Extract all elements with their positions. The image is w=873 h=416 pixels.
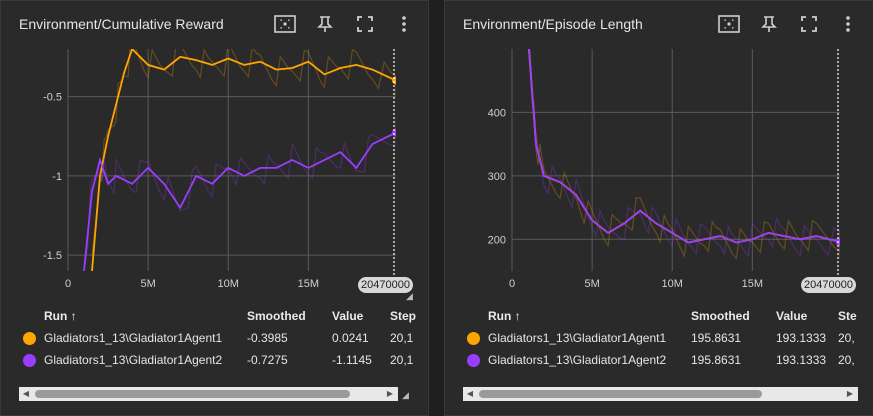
smoothed-value: -0.3985 — [247, 331, 288, 345]
scroll-left-icon[interactable]: ◀ — [466, 389, 474, 398]
more-options-button[interactable] — [835, 11, 861, 37]
header-smoothed[interactable]: Smoothed — [247, 309, 306, 323]
step-badge: 20470000 — [801, 277, 856, 293]
y-tick-label: -0.5 — [43, 92, 62, 104]
run-name: Gladiators1_13\Gladiator1Agent1 — [44, 331, 223, 345]
y-tick-label: 400 — [488, 107, 506, 119]
step-value: 20,1 — [390, 331, 414, 345]
scrollbar-thumb[interactable] — [479, 390, 762, 398]
smoothed-value: 195.8631 — [691, 353, 742, 367]
fullscreen-icon — [801, 16, 817, 32]
series-endpoint — [836, 237, 840, 246]
smoothed-value: -0.7275 — [247, 353, 288, 367]
raw-value: 0.0241 — [332, 331, 369, 345]
step-value: 20, — [838, 331, 855, 345]
run-name: Gladiators1_13\Gladiator1Agent2 — [44, 353, 223, 367]
raw-value: 193.1333 — [776, 331, 827, 345]
chart-title: Environment/Episode Length — [463, 16, 643, 32]
y-tick-label: 200 — [488, 234, 506, 246]
table-row[interactable]: Gladiators1_13\Gladiator1Agent1 195.8631… — [445, 328, 873, 350]
more-vert-icon — [846, 16, 850, 32]
raw-value: -1.1145 — [332, 353, 372, 367]
x-tick-label: 10M — [218, 278, 239, 290]
series-raw-line — [528, 49, 840, 258]
pin-button[interactable] — [312, 11, 338, 37]
horizontal-scrollbar[interactable]: ◀ ▶ — [19, 387, 398, 401]
scroll-left-icon[interactable]: ◀ — [22, 389, 30, 398]
step-badge: 20470000 — [358, 277, 413, 293]
fullscreen-button[interactable] — [352, 11, 378, 37]
reward-chart[interactable]: -0.5 -1 -1.5 0 5M 10M 15M — [1, 1, 429, 301]
more-vert-icon — [402, 16, 406, 32]
header-step[interactable]: Step — [390, 309, 417, 323]
y-tick-label: -1.5 — [43, 250, 62, 262]
chart-card-episode-length: Environment/Episode Length 400 300 200 0 5M 1… — [444, 0, 873, 416]
fit-domain-button[interactable] — [272, 11, 298, 37]
raw-value: 193.1333 — [776, 353, 827, 367]
fit-domain-icon — [718, 15, 740, 33]
more-options-button[interactable] — [391, 11, 417, 37]
pin-icon — [317, 16, 333, 32]
series-raw-line — [91, 49, 396, 256]
step-value: 20, — [838, 353, 855, 367]
table-row[interactable]: Gladiators1_13\Gladiator1Agent2 -0.7275 … — [1, 350, 428, 372]
series-smoothed-line — [528, 49, 840, 244]
x-tick-label: 0 — [509, 278, 515, 290]
series-group — [528, 49, 840, 260]
x-tick-label: 5M — [140, 278, 155, 290]
smoothed-value: 195.8631 — [691, 331, 742, 345]
series-endpoint — [392, 128, 396, 137]
run-color-dot — [23, 354, 36, 367]
x-tick-label: 15M — [298, 278, 319, 290]
x-tick-label: 15M — [742, 278, 763, 290]
pin-button[interactable] — [756, 11, 782, 37]
header-value[interactable]: Value — [776, 309, 808, 323]
fullscreen-icon — [357, 16, 373, 32]
y-tick-label: -1 — [52, 171, 62, 183]
x-tick-label: 10M — [662, 278, 683, 290]
scroll-right-icon[interactable]: ▶ — [386, 389, 394, 398]
header-smoothed[interactable]: Smoothed — [691, 309, 750, 323]
header-run[interactable]: Run ↑ — [44, 309, 77, 323]
step-value: 20,1 — [390, 353, 414, 367]
table-row[interactable]: Gladiators1_13\Gladiator1Agent1 -0.3985 … — [1, 328, 428, 350]
scroll-right-icon[interactable]: ▶ — [846, 389, 854, 398]
run-color-dot — [467, 332, 480, 345]
episode-length-chart[interactable]: 400 300 200 0 5M 10M 15M — [445, 1, 873, 301]
fit-domain-icon — [274, 15, 296, 33]
series-smoothed-line — [91, 49, 396, 271]
x-tick-label: 5M — [584, 278, 599, 290]
run-color-dot — [467, 354, 480, 367]
fullscreen-button[interactable] — [796, 11, 822, 37]
horizontal-scrollbar[interactable]: ◀ ▶ — [463, 387, 858, 401]
header-run[interactable]: Run ↑ — [488, 309, 521, 323]
series-group — [83, 49, 396, 271]
table-resize-handle[interactable]: ◢ — [402, 390, 409, 400]
series-raw-line — [83, 116, 396, 271]
resize-handle[interactable]: ◢ — [406, 291, 413, 301]
x-tick-label: 0 — [65, 278, 71, 290]
run-color-dot — [23, 332, 36, 345]
header-step[interactable]: Ste — [838, 309, 857, 323]
series-smoothed-line — [528, 49, 840, 244]
run-name: Gladiators1_13\Gladiator1Agent2 — [488, 353, 667, 367]
fit-domain-button[interactable] — [716, 11, 742, 37]
scrollbar-thumb[interactable] — [35, 390, 350, 398]
series-smoothed-line — [83, 131, 396, 271]
y-tick-label: 300 — [488, 171, 506, 183]
run-name: Gladiators1_13\Gladiator1Agent1 — [488, 331, 667, 345]
chart-card-cumulative-reward: Environment/Cumulative Reward -0.5 -1 -1.5… — [0, 0, 429, 416]
pin-icon — [761, 16, 777, 32]
header-value[interactable]: Value — [332, 309, 364, 323]
series-endpoint — [392, 76, 396, 85]
chart-title: Environment/Cumulative Reward — [19, 16, 224, 32]
series-raw-line — [529, 49, 840, 260]
table-row[interactable]: Gladiators1_13\Gladiator1Agent2 195.8631… — [445, 350, 873, 372]
